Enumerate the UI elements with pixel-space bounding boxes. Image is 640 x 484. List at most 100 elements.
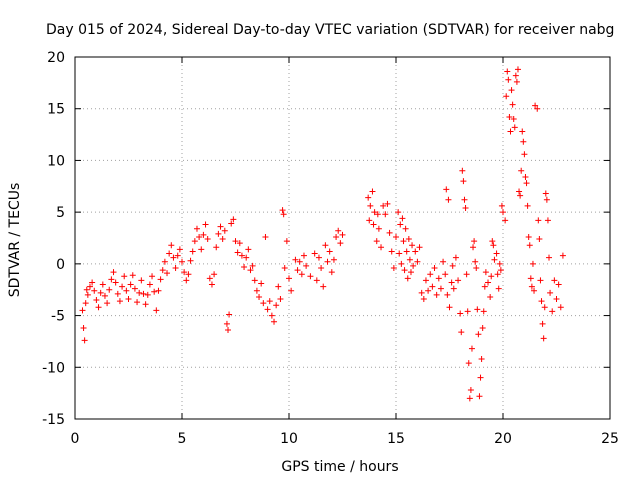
data-point bbox=[370, 221, 377, 228]
data-point bbox=[493, 250, 500, 257]
data-point bbox=[464, 308, 471, 315]
data-point bbox=[479, 324, 486, 331]
y-tick-label: 15 bbox=[47, 102, 65, 118]
data-point bbox=[474, 306, 481, 313]
data-point bbox=[134, 299, 141, 306]
data-point bbox=[480, 308, 487, 315]
data-point bbox=[185, 271, 192, 278]
data-point bbox=[142, 301, 149, 308]
data-point bbox=[333, 233, 340, 240]
data-point bbox=[488, 273, 495, 280]
data-point bbox=[397, 221, 404, 228]
data-point bbox=[528, 283, 535, 290]
data-point bbox=[485, 279, 492, 286]
data-point bbox=[253, 287, 260, 294]
data-point bbox=[446, 304, 453, 311]
data-point bbox=[442, 271, 449, 278]
data-point bbox=[382, 211, 389, 218]
data-point bbox=[121, 273, 128, 280]
data-point bbox=[497, 267, 504, 274]
data-point bbox=[228, 220, 235, 227]
data-points bbox=[79, 66, 566, 402]
data-point bbox=[125, 296, 132, 303]
data-point bbox=[450, 285, 457, 292]
data-point bbox=[467, 387, 474, 394]
x-tick-label: 0 bbox=[71, 431, 80, 447]
data-point bbox=[398, 260, 405, 267]
data-point bbox=[399, 215, 406, 222]
x-tick-label: 10 bbox=[280, 431, 298, 447]
data-point bbox=[268, 312, 275, 319]
x-tick-label: 15 bbox=[387, 431, 405, 447]
data-point bbox=[204, 236, 211, 243]
data-point bbox=[386, 229, 393, 236]
data-point bbox=[444, 291, 451, 298]
data-point bbox=[516, 188, 523, 195]
data-point bbox=[494, 271, 501, 278]
data-point bbox=[410, 262, 417, 269]
data-point bbox=[260, 300, 267, 307]
data-point bbox=[526, 242, 533, 249]
data-point bbox=[532, 102, 539, 109]
data-point bbox=[129, 272, 136, 279]
data-point bbox=[281, 264, 288, 271]
data-point bbox=[449, 262, 456, 269]
data-point bbox=[176, 246, 183, 253]
data-point bbox=[522, 173, 529, 180]
data-point bbox=[409, 242, 416, 249]
data-point bbox=[403, 248, 410, 255]
data-point bbox=[459, 167, 466, 174]
data-point bbox=[367, 202, 374, 209]
data-point bbox=[144, 291, 151, 298]
x-axis-tick-labels: 0 5 10 15 20 25 bbox=[71, 431, 619, 447]
data-point bbox=[508, 87, 515, 94]
data-point bbox=[89, 279, 96, 286]
data-point bbox=[172, 264, 179, 271]
data-point bbox=[81, 337, 88, 344]
data-point bbox=[458, 329, 465, 336]
data-point bbox=[193, 225, 200, 232]
data-point bbox=[482, 269, 489, 276]
data-point bbox=[230, 216, 237, 223]
data-point bbox=[559, 252, 566, 259]
data-point bbox=[140, 290, 147, 297]
data-point bbox=[375, 225, 382, 232]
data-point bbox=[521, 151, 528, 158]
data-point bbox=[298, 271, 305, 278]
data-point bbox=[555, 281, 562, 288]
data-point bbox=[157, 276, 164, 283]
data-point bbox=[512, 72, 519, 79]
data-point bbox=[326, 248, 333, 255]
data-point bbox=[404, 275, 411, 282]
data-point bbox=[418, 289, 425, 296]
y-tick-label: -10 bbox=[42, 360, 65, 376]
data-point bbox=[462, 205, 469, 212]
data-point bbox=[546, 254, 553, 261]
data-point bbox=[296, 258, 303, 265]
data-point bbox=[468, 345, 475, 352]
data-point bbox=[213, 244, 220, 251]
data-point bbox=[277, 296, 284, 303]
data-point bbox=[206, 275, 213, 282]
data-point bbox=[510, 116, 517, 123]
data-point bbox=[401, 267, 408, 274]
data-point bbox=[196, 233, 203, 240]
y-tick-label: 0 bbox=[56, 257, 65, 273]
data-point bbox=[407, 269, 414, 276]
data-point bbox=[170, 254, 177, 261]
data-point bbox=[487, 293, 494, 300]
data-point bbox=[191, 238, 198, 245]
data-point bbox=[247, 267, 254, 274]
data-point bbox=[288, 287, 295, 294]
data-point bbox=[509, 101, 516, 108]
data-point bbox=[241, 263, 248, 270]
data-point bbox=[472, 258, 479, 265]
data-point bbox=[215, 230, 222, 237]
data-point bbox=[339, 231, 346, 238]
data-point bbox=[200, 231, 207, 238]
data-point bbox=[112, 279, 119, 286]
data-point bbox=[437, 285, 444, 292]
data-point bbox=[475, 331, 482, 338]
